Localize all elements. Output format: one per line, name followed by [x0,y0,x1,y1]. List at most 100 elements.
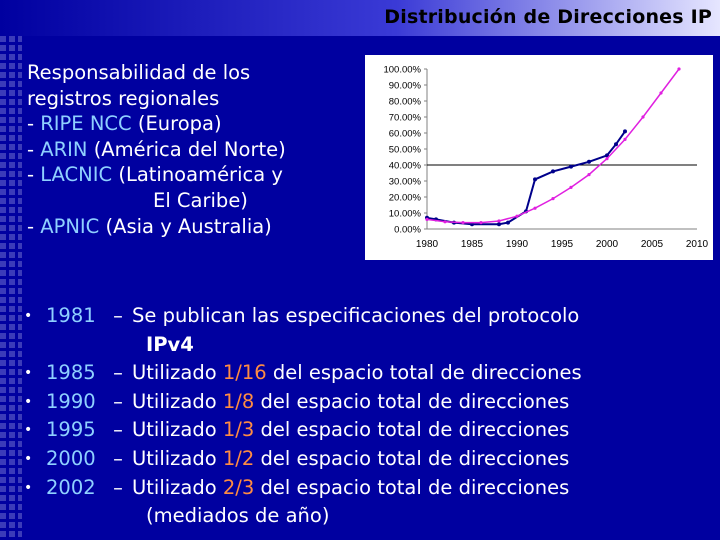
series-point-0 [587,159,591,164]
registry-name: RIPE NCC [40,112,132,136]
x-tick-label: 1990 [506,239,529,250]
responsibility-heading-line2: registros regionales [27,86,220,110]
y-tick-label: 10.00% [389,209,422,220]
y-tick-label: 40.00% [389,161,422,172]
event-text-rest: del espacio total de direcciones [260,446,570,470]
y-tick-label: 20.00% [389,193,422,204]
event-item: • 1990 – Utilizado 1/8 del espacio total… [24,388,714,417]
registry-region: (Europa) [137,112,222,136]
series-point-1 [659,91,663,95]
x-tick-label: 2010 [686,239,709,250]
event-item: • 2000 – Utilizado 1/2 del espacio total… [24,445,714,474]
registry-name: ARIN [40,137,88,161]
series-point-1 [479,221,483,225]
series-point-1 [677,67,681,71]
series-point-1 [515,214,519,218]
event-dash: – [113,446,123,470]
usage-chart: 0.00% 10.00% 20.00% 30.00% 40.00% 50.00% 60.00… [365,55,713,260]
series-point-0 [605,153,609,158]
series-point-1 [605,157,609,161]
dash: - [27,112,41,136]
event-item: • 1995 – Utilizado 1/3 del espacio total… [24,416,714,445]
series-point-1 [461,221,465,225]
registry-apnic: - APNIC (Asia y Australia) [27,214,367,240]
event-text: Utilizado [132,389,217,413]
series-point-1 [425,217,429,221]
bullet-icon: • [24,393,33,410]
event-dash: – [113,304,123,327]
series-point-0 [614,142,618,147]
x-tick-label: 2005 [641,239,664,250]
event-dash: – [113,389,123,413]
event-text-continuation: (mediados de año) [146,504,330,528]
slide-title: Distribución de Direcciones IP [384,6,712,28]
event-fraction: 2/3 [222,475,255,499]
x-tick-label: 1995 [551,239,574,250]
event-fraction: 1/2 [222,446,255,470]
decorative-stripes [0,0,22,540]
registry-arin: - ARIN (América del Norte) [27,137,367,163]
responsibility-block: Responsabilidad de los registros regiona… [27,60,367,239]
event-text: Se publican las especificaciones del pro… [132,304,580,327]
registry-region: (América del Norte) [93,137,286,161]
bullet-icon: • [24,479,33,496]
bullet-icon: • [24,450,33,467]
usage-chart-svg: 0.00% 10.00% 20.00% 30.00% 40.00% 50.00% 60.00… [383,65,709,251]
registry-name: APNIC [40,214,100,238]
event-year: 1985 [46,361,96,385]
dash: - [27,163,41,187]
series-point-1 [497,219,501,223]
event-text: Utilizado [132,475,217,499]
event-year: 2000 [46,446,96,470]
registry-name: LACNIC [40,163,113,187]
series-point-1 [641,115,645,119]
event-dash: – [113,361,123,385]
registry-region: (Asia y Australia) [105,214,272,238]
y-tick-label: 30.00% [389,177,422,188]
y-tick-label: 50.00% [389,145,422,156]
dash: - [27,137,41,161]
series-point-0 [623,129,627,134]
y-tick-label: 60.00% [389,129,422,140]
event-year: 2002 [46,475,96,499]
bullet-icon: • [24,365,33,382]
y-tick-label: 80.00% [389,97,422,108]
dash: - [27,214,41,238]
event-text-rest: del espacio total de direcciones [260,475,570,499]
event-text-rest: del espacio total de direcciones [260,418,570,442]
series-point-0 [533,177,537,182]
event-fraction: 1/8 [222,389,255,413]
y-tick-label: 90.00% [389,81,422,92]
y-tick-label: 100.00% [383,65,421,76]
x-tick-label: 1985 [461,239,484,250]
bullet-icon: • [24,308,33,324]
x-tick-label: 2000 [596,239,619,250]
event-year: 1990 [46,389,96,413]
series-point-1 [551,197,555,201]
series-point-1 [533,206,537,210]
bullet-icon: • [24,422,33,439]
event-item: • 2002 – Utilizado 2/3 del espacio total… [24,474,714,503]
registry-ripe: - RIPE NCC (Europa) [27,111,367,137]
series-point-0 [551,169,555,174]
event-year: 1981 [46,304,96,327]
registry-lacnic-region-cont: El Caribe) [153,188,248,212]
title-bar: Distribución de Direcciones IP [0,0,720,36]
event-item: • 1985 – Utilizado 1/16 del espacio tota… [24,359,714,388]
responsibility-heading-line1: Responsabilidad de los [27,61,251,84]
series-point-1 [569,185,573,189]
series-point-1 [587,173,591,177]
series-point-0 [569,164,573,169]
registry-lacnic: - LACNIC (Latinoamérica y [27,162,367,188]
event-text-continuation: IPv4 [146,332,194,356]
y-tick-label: 0.00% [394,225,421,236]
series-point-1 [623,137,627,141]
event-fraction: 1/3 [222,418,255,442]
event-text: Utilizado [132,418,217,442]
event-dash: – [113,475,123,499]
event-text: Utilizado [132,446,217,470]
series-point-0 [497,222,501,227]
y-tick-label: 70.00% [389,113,422,124]
event-text-rest: del espacio total de direcciones [272,361,582,385]
event-year: 1995 [46,418,96,442]
